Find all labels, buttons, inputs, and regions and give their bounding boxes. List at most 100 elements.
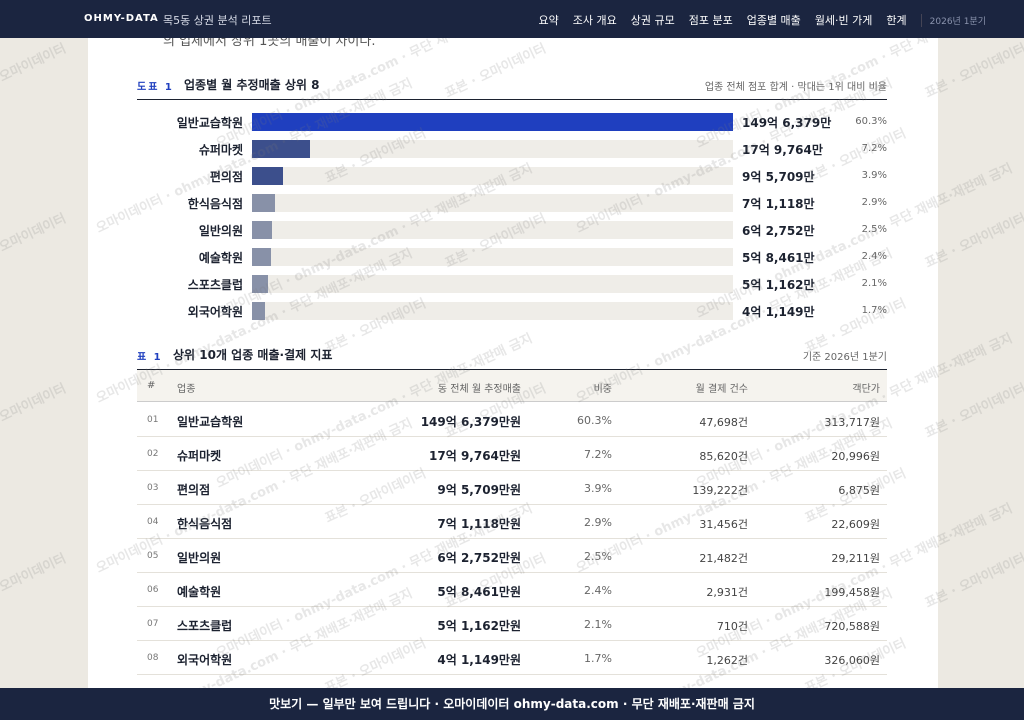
column-header: 월 결제 건수: [695, 384, 748, 395]
bar-label: 일반교습학원: [176, 116, 243, 130]
bar: [252, 194, 275, 212]
bar-track: [252, 221, 733, 239]
menu-item[interactable]: 한계: [886, 14, 907, 27]
table-cell: 일반교습학원: [177, 415, 244, 429]
table-cell: 21,482건: [699, 552, 748, 565]
bar-track: [252, 302, 733, 320]
table-cell: 2.4%: [584, 584, 612, 597]
table-cell: 720,588원: [824, 620, 880, 633]
bar-share: 1.7%: [861, 305, 887, 316]
table-cell: 1,262건: [706, 654, 748, 667]
bar: [252, 221, 273, 239]
period: 2026년 1분기: [920, 13, 986, 27]
table-cell: 03: [147, 483, 159, 493]
bar-share: 60.3%: [855, 116, 887, 127]
table-cell: 7.2%: [584, 448, 612, 461]
table-cell: 313,717원: [824, 416, 880, 429]
bar-label: 스포츠클럽: [187, 278, 243, 292]
bar-label: 편의점: [209, 170, 243, 184]
menu-item[interactable]: 조사 개요: [572, 14, 617, 27]
menu-item[interactable]: 점포 분포: [688, 14, 733, 27]
table-cell: 139,222건: [692, 484, 748, 497]
table-cell: 예술학원: [177, 585, 222, 599]
table-cell: 7억 1,118만원: [437, 517, 521, 531]
table-cell: 1.7%: [584, 652, 612, 665]
table-label: 표 1: [137, 352, 163, 363]
table-cell: 스포츠클럽: [177, 619, 233, 633]
table-cell: 149억 6,379만원: [420, 415, 521, 429]
column-header: 비중: [593, 384, 612, 395]
bar-track: [252, 275, 733, 293]
bar-share: 2.9%: [861, 197, 887, 208]
table-cell: 일반의원: [177, 551, 222, 565]
table-cell: 3.9%: [584, 482, 612, 495]
table-cell: 01: [147, 415, 159, 425]
bar-label: 한식음식점: [187, 197, 243, 211]
bar-track: [252, 113, 733, 131]
table-cell: 6억 2,752만원: [437, 551, 521, 565]
bar: [252, 140, 310, 158]
table-cell: 20,996원: [831, 450, 880, 463]
watermark: 표본 · 오마이데이터: [0, 211, 69, 271]
table-cell: 47,698건: [699, 416, 748, 429]
bar-value: 9억 5,709만: [742, 170, 815, 184]
bar-value: 17억 9,764만: [742, 143, 823, 157]
bar-share: 2.4%: [861, 251, 887, 262]
table-cell: 9억 5,709만원: [437, 483, 521, 497]
bar-value: 4억 1,149만: [742, 305, 815, 319]
footer-banner: 맛보기 — 일부만 보여 드립니다 · 오마이데이터 ohmy-data.com…: [0, 688, 1024, 720]
table-cell: 326,060원: [824, 654, 880, 667]
bar-label: 예술학원: [198, 251, 243, 265]
column-header: 객단가: [852, 384, 880, 395]
table-cell: 5억 1,162만원: [437, 619, 521, 633]
column-header: 업종: [177, 384, 196, 395]
rule: [137, 99, 887, 100]
table-cell: 2.9%: [584, 516, 612, 529]
table-cell: 31,456건: [699, 518, 748, 531]
bar-label: 일반의원: [198, 224, 243, 238]
watermark: 표본 · 오마이데이터: [0, 551, 69, 611]
row-divider: [137, 572, 887, 573]
table-cell: 한식음식점: [177, 517, 233, 531]
bar: [252, 113, 733, 131]
menu-item[interactable]: 요약: [538, 14, 559, 27]
table-cell: 07: [147, 619, 159, 629]
table-cell: 08: [147, 653, 159, 663]
table-cell: 710건: [716, 620, 748, 633]
table-cell: 05: [147, 551, 159, 561]
table-cell: 06: [147, 585, 159, 595]
table-cell: 199,458원: [824, 586, 880, 599]
table-cell: 6,875원: [838, 484, 880, 497]
bar: [252, 167, 283, 185]
row-divider: [137, 674, 887, 675]
row-divider: [137, 538, 887, 539]
table-cell: 22,609원: [831, 518, 880, 531]
table-cell: 85,620건: [699, 450, 748, 463]
menu-item[interactable]: 업종별 매출: [746, 14, 801, 27]
menu-item[interactable]: 월세·빈 가게: [814, 14, 873, 27]
bar-value: 149억 6,379만: [742, 116, 832, 130]
table-title: 상위 10개 업종 매출·결제 지표: [173, 348, 333, 362]
row-divider: [137, 640, 887, 641]
brand[interactable]: OHMY-DATA: [84, 13, 159, 24]
table-cell: 슈퍼마켓: [177, 449, 222, 463]
bar-value: 5억 1,162만: [742, 278, 815, 292]
bar-track: [252, 167, 733, 185]
table-cell: 2.1%: [584, 618, 612, 631]
table-cell: 29,211원: [831, 552, 880, 565]
table-cell: 02: [147, 449, 159, 459]
bar-share: 7.2%: [861, 143, 887, 154]
bar: [252, 302, 266, 320]
bar-track: [252, 248, 733, 266]
bar-track: [252, 194, 733, 212]
row-divider: [137, 436, 887, 437]
row-divider: [137, 504, 887, 505]
row-divider: [137, 470, 887, 471]
bar: [252, 275, 269, 293]
bar-value: 7억 1,118만: [742, 197, 815, 211]
top-nav: OHMY-DATA 목5동 상권 분석 리포트 요약 조사 개요 상권 규모 점포 분…: [0, 0, 1024, 38]
column-header: #: [147, 380, 156, 391]
bar-label: 외국어학원: [187, 305, 243, 319]
menu-item[interactable]: 상권 규모: [630, 14, 675, 27]
